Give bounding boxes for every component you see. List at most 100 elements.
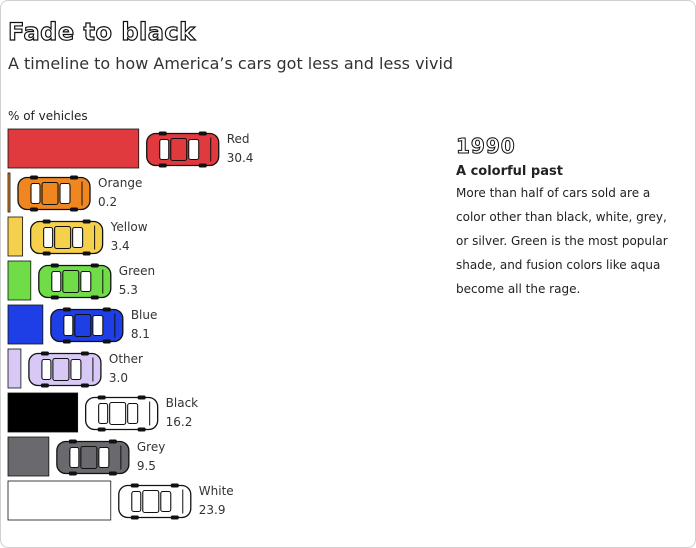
car-wheel <box>90 263 99 268</box>
bar-orange <box>7 172 11 213</box>
panel-heading: A colorful past <box>456 164 563 179</box>
value-label: 3.4 <box>111 239 130 253</box>
car-wheel <box>50 295 59 300</box>
car-wheel <box>102 339 111 344</box>
bar-chart: Red 30.4 Orange 0.2 Yellow 3.4 Green 5.3 Blue 8.1… <box>7 128 254 521</box>
car-rear-window <box>131 490 142 513</box>
car-rear-window <box>159 138 170 161</box>
bar-yellow <box>7 216 24 257</box>
car-rear-window <box>41 358 52 381</box>
value-label: 16.2 <box>166 415 193 429</box>
car-wheel <box>198 131 207 136</box>
car-wheel <box>68 471 77 476</box>
car-roof <box>109 401 127 426</box>
car-roof <box>80 445 98 470</box>
car-icon <box>17 175 91 212</box>
car-windshield <box>92 314 104 337</box>
car-wheel <box>42 219 51 224</box>
value-label: 9.5 <box>137 459 156 473</box>
car-icon <box>38 263 112 300</box>
car-wheel <box>158 163 167 168</box>
car-roof <box>54 225 72 250</box>
bar-blue <box>7 304 44 345</box>
car-wheel <box>62 307 71 312</box>
car-wheel <box>137 427 146 432</box>
car-wheel <box>30 207 38 212</box>
car-wheel <box>82 251 91 256</box>
car-wheel <box>170 483 179 488</box>
chart-subtitle: A timeline to how America’s cars got les… <box>8 54 454 73</box>
car-icon <box>50 307 124 344</box>
info-panel: 1990 A colorful past More than half of c… <box>456 134 676 301</box>
car-wheel <box>68 439 77 444</box>
bar-other <box>7 348 22 389</box>
category-label: Black <box>166 396 199 410</box>
car-windshield <box>72 226 84 249</box>
car-roof <box>62 269 80 294</box>
car-rear-window <box>51 270 62 293</box>
car-windshield <box>188 138 200 161</box>
car-windshield <box>59 182 71 205</box>
value-label: 8.1 <box>131 327 150 341</box>
car-windshield <box>127 402 139 425</box>
car-wheel <box>82 219 91 224</box>
car-rear-window <box>63 314 74 337</box>
car-wheel <box>70 175 78 180</box>
category-label: Other <box>109 352 143 366</box>
car-windshield <box>70 358 82 381</box>
bar-black <box>7 392 79 433</box>
car-rear-window <box>43 226 54 249</box>
car-rear-window <box>98 402 109 425</box>
car-wheel <box>50 263 59 268</box>
car-windshield <box>98 446 110 469</box>
value-label: 23.9 <box>199 503 226 517</box>
car-wheel <box>30 175 38 180</box>
axis-units-label: % of vehicles <box>8 109 88 123</box>
category-label: Red <box>227 132 250 146</box>
car-wheel <box>97 427 106 432</box>
car-wheel <box>70 207 78 212</box>
value-label: 0.2 <box>98 195 117 209</box>
car-icon <box>85 395 159 432</box>
car-wheel <box>40 351 49 356</box>
panel-body: More than half of cars sold are a color … <box>456 186 668 296</box>
car-wheel <box>80 351 89 356</box>
car-wheel <box>62 339 71 344</box>
category-label: Yellow <box>110 220 148 234</box>
car-wheel <box>198 163 207 168</box>
car-windshield <box>80 270 92 293</box>
car-wheel <box>130 515 139 520</box>
value-label: 30.4 <box>227 151 254 165</box>
car-rear-window <box>30 182 41 205</box>
bar-grey <box>7 436 50 477</box>
car-icon <box>28 351 102 388</box>
car-wheel <box>40 383 49 388</box>
car-rear-window <box>69 446 80 469</box>
car-wheel <box>158 131 167 136</box>
car-roof <box>170 137 188 162</box>
car-icon <box>29 219 104 256</box>
car-wheel <box>97 395 106 400</box>
car-wheel <box>130 483 139 488</box>
car-wheel <box>90 295 99 300</box>
bar-green <box>7 260 32 301</box>
bar-red <box>7 128 140 169</box>
car-wheel <box>80 383 89 388</box>
value-label: 5.3 <box>119 283 138 297</box>
category-label: White <box>199 484 234 498</box>
car-roof <box>41 181 59 206</box>
category-label: Green <box>119 264 155 278</box>
car-wheel <box>170 515 179 520</box>
car-icon <box>56 439 130 476</box>
car-wheel <box>137 395 146 400</box>
value-label: 3.0 <box>109 371 128 385</box>
car-windshield <box>160 490 172 513</box>
car-wheel <box>42 251 51 256</box>
car-wheel <box>108 471 117 476</box>
car-roof <box>142 489 160 514</box>
bar-white <box>7 480 112 521</box>
car-roof <box>74 313 92 338</box>
panel-year: 1990 <box>456 134 516 159</box>
car-wheel <box>102 307 111 312</box>
category-label: Grey <box>137 440 165 454</box>
